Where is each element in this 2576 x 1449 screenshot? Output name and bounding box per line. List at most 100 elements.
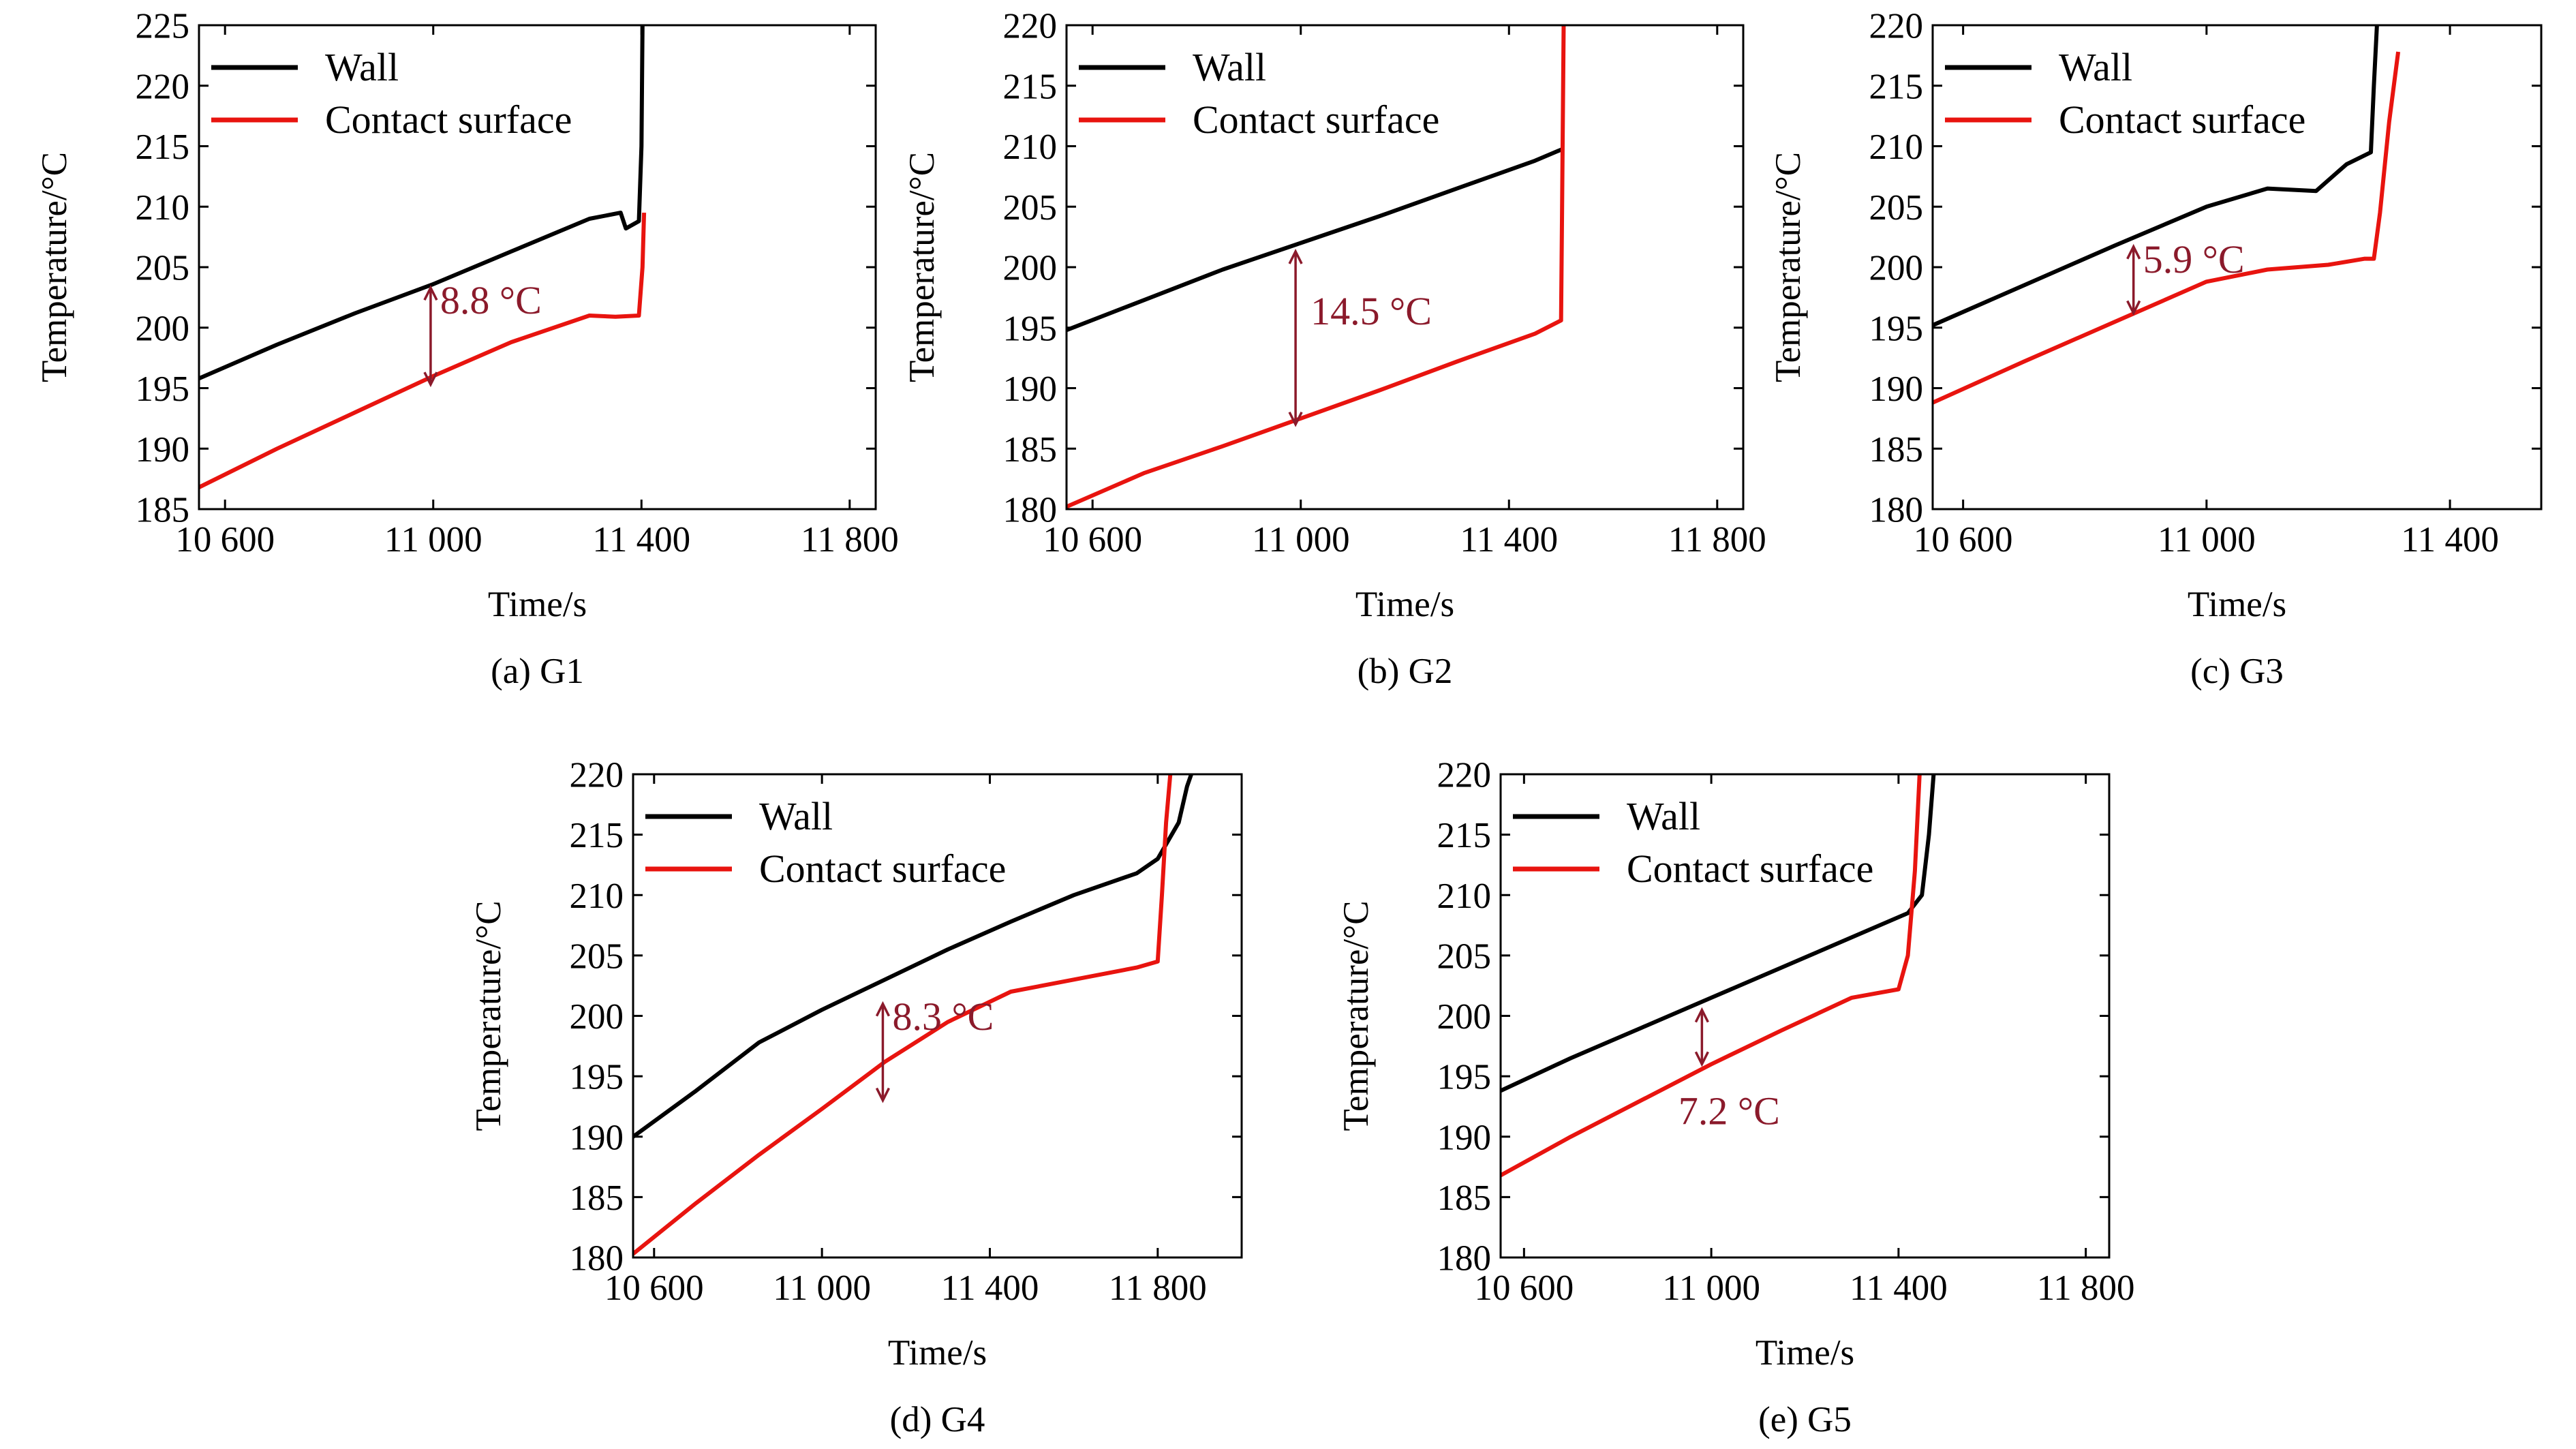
x-axis-label: Time/s: [2188, 585, 2286, 624]
difference-label: 5.9 °C: [2143, 237, 2245, 281]
y-tick-label: 185: [136, 491, 190, 530]
x-tick-label: 11 800: [1109, 1268, 1207, 1308]
x-tick-label: 11 000: [773, 1268, 871, 1308]
y-tick-label: 215: [136, 127, 190, 167]
x-tick-label: 11 000: [1662, 1268, 1760, 1308]
y-axis-label: Temperature/°C: [902, 152, 942, 382]
panel-caption: (e) G5: [1758, 1400, 1852, 1439]
legend-label-wall: Wall: [1193, 45, 1266, 89]
series-line-contact-surface: [199, 213, 647, 489]
legend-label-contact-surface: Contact surface: [325, 97, 572, 142]
y-tick-label: 190: [136, 430, 190, 470]
legend-label-contact-surface: Contact surface: [759, 846, 1006, 891]
y-tick-label: 180: [1437, 1239, 1492, 1279]
y-tick-label: 215: [570, 816, 624, 855]
difference-label: 7.2 °C: [1678, 1088, 1780, 1133]
x-tick-label: 11 400: [2401, 520, 2499, 560]
arrow-head-top: [1694, 1007, 1709, 1023]
series-line-contact-surface: [1067, 25, 1566, 509]
y-tick-label: 220: [136, 67, 190, 106]
x-tick-label: 11 400: [941, 1268, 1039, 1308]
arrow-head-top: [875, 1001, 891, 1017]
y-axis-label: Temperature/°C: [1336, 900, 1376, 1131]
y-tick-label: 205: [1437, 936, 1492, 976]
legend-label-contact-surface: Contact surface: [2059, 97, 2305, 142]
y-tick-label: 205: [1003, 188, 1058, 228]
arrow-head-bottom: [1694, 1051, 1709, 1067]
y-tick-label: 210: [1869, 127, 1924, 167]
x-tick-label: 11 000: [1252, 520, 1350, 560]
x-tick-label: 11 800: [1668, 520, 1766, 560]
x-tick-label: 11 400: [1460, 520, 1558, 560]
x-tick-label: 10 600: [1474, 1268, 1574, 1308]
series-line-contact-surface: [1933, 51, 2401, 405]
y-tick-label: 190: [1003, 369, 1058, 409]
legend-label-wall: Wall: [759, 794, 833, 838]
y-tick-label: 210: [570, 876, 624, 916]
series-line-wall: [1067, 147, 1565, 333]
y-tick-label: 200: [570, 997, 624, 1037]
legend-label-contact-surface: Contact surface: [1627, 846, 1873, 891]
panel-caption: (a) G1: [491, 652, 584, 691]
panel-caption: (b) G2: [1358, 652, 1453, 691]
y-tick-label: 200: [1437, 997, 1492, 1037]
y-tick-label: 210: [1003, 127, 1058, 167]
y-tick-label: 225: [136, 7, 190, 46]
x-tick-label: 11 800: [801, 520, 899, 560]
arrow-head-bottom: [423, 371, 438, 388]
y-tick-label: 205: [136, 249, 190, 288]
x-tick-label: 10 600: [175, 520, 275, 560]
x-tick-label: 11 400: [1850, 1268, 1948, 1308]
x-axis-label: Time/s: [888, 1333, 987, 1373]
y-tick-label: 195: [1437, 1058, 1492, 1097]
y-tick-label: 195: [1869, 309, 1924, 348]
y-tick-label: 220: [1437, 756, 1492, 795]
panel-caption: (c) G3: [2190, 652, 2284, 691]
x-axis-label: Time/s: [1355, 585, 1454, 624]
x-tick-label: 11 400: [592, 520, 690, 560]
difference-label: 8.8 °C: [440, 278, 542, 322]
arrow-head-bottom: [2126, 300, 2141, 316]
y-tick-label: 215: [1869, 67, 1924, 106]
panel-a: 185 190 195 200 205 210 215 220 225 10 600 11 000 1…: [35, 7, 899, 691]
series-line-contact-surface: [633, 774, 1173, 1256]
legend-label-wall: Wall: [2059, 45, 2132, 89]
difference-label: 14.5 °C: [1310, 289, 1432, 333]
series-line-contact-surface: [1501, 774, 1922, 1178]
y-tick-label: 190: [570, 1118, 624, 1157]
difference-label: 8.3 °C: [892, 994, 994, 1039]
panel-caption: (d) G4: [890, 1400, 985, 1439]
y-tick-label: 180: [1869, 491, 1924, 530]
y-tick-label: 195: [570, 1058, 624, 1097]
panel-e: 180 185 190 195 200 205 210 215 220 10 600 11 000 1…: [1336, 756, 2135, 1439]
y-tick-label: 185: [1003, 430, 1058, 470]
y-tick-label: 195: [1003, 309, 1058, 348]
x-tick-label: 11 800: [2037, 1268, 2135, 1308]
y-tick-label: 220: [1869, 7, 1924, 46]
series-line-wall: [633, 774, 1193, 1139]
y-tick-label: 185: [1437, 1178, 1492, 1218]
y-tick-label: 220: [1003, 7, 1058, 46]
x-tick-label: 10 600: [1914, 520, 2013, 560]
y-tick-label: 185: [570, 1178, 624, 1218]
x-axis-label: Time/s: [1755, 1333, 1854, 1373]
y-tick-label: 215: [1437, 816, 1492, 855]
arrow-head-top: [1288, 249, 1303, 264]
panel-c: 180 185 190 195 200 205 210 215 220 10 600 11 000 1…: [1768, 7, 2543, 691]
y-tick-label: 215: [1003, 67, 1058, 106]
y-axis-label: Temperature/°C: [1768, 152, 1808, 382]
y-tick-label: 180: [1003, 491, 1058, 530]
y-tick-label: 210: [136, 188, 190, 228]
y-tick-label: 190: [1869, 369, 1924, 409]
y-tick-label: 195: [136, 369, 190, 409]
x-tick-label: 10 600: [604, 1268, 704, 1308]
arrow-head-top: [2126, 243, 2141, 260]
y-tick-label: 190: [1437, 1118, 1492, 1157]
y-tick-label: 200: [1869, 249, 1924, 288]
x-tick-label: 10 600: [1043, 520, 1142, 560]
y-tick-label: 205: [1869, 188, 1924, 228]
y-tick-label: 185: [1869, 430, 1924, 470]
y-tick-label: 200: [1003, 249, 1058, 288]
legend-label-contact-surface: Contact surface: [1193, 97, 1439, 142]
